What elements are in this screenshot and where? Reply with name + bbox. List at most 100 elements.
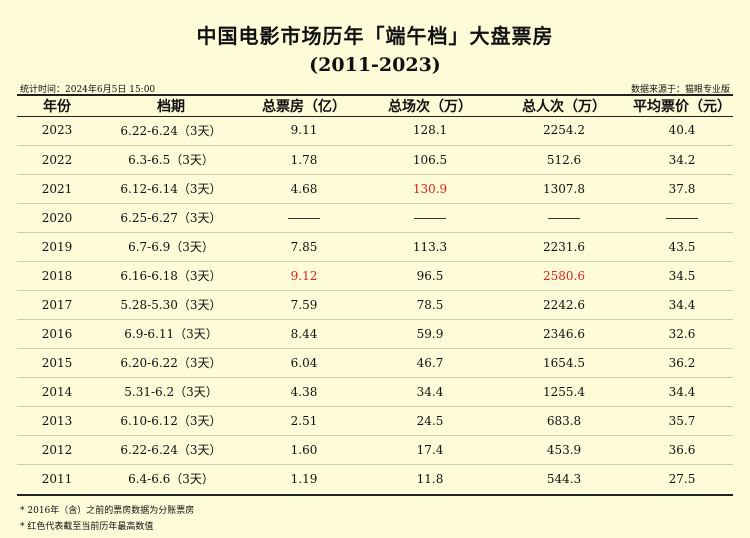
table-row: 2016 6.9-6.11（3天） 8.44 59.9 2346.6 32.6 (17, 319, 733, 349)
cell-shows: 34.4 (363, 377, 497, 407)
table-row: 2020 6.25-6.27（3天） (17, 203, 733, 233)
cell-avg-price: 34.5 (631, 261, 733, 291)
cell-avg-price: 36.6 (631, 435, 733, 465)
cell-avg-price: 36.2 (631, 348, 733, 378)
cell-box-office: 7.85 (245, 232, 363, 262)
box-office-table: 年份 档期 总票房（亿） 总场次（万） 总人次（万） 平均票价（元） 2023 6… (17, 96, 733, 493)
table-row: 2023 6.22-6.24（3天） 9.11 128.1 2254.2 40.4 (17, 116, 733, 146)
cell-shows: 128.1 (363, 116, 497, 146)
cell-period: 6.10-6.12（3天） (97, 406, 245, 436)
no-data-dash (666, 217, 698, 219)
cell-avg-price: 34.4 (631, 290, 733, 320)
cell-box-office: 7.59 (245, 290, 363, 320)
header-avg-price: 平均票价（元） (633, 99, 731, 115)
table-row: 2014 5.31-6.2（3天） 4.38 34.4 1255.4 34.4 (17, 377, 733, 407)
cell-avg-price (631, 203, 733, 233)
no-data-dash (548, 217, 580, 219)
cell-box-office: 2.51 (245, 406, 363, 436)
table-row: 2019 6.7-6.9（3天） 7.85 113.3 2231.6 43.5 (17, 232, 733, 262)
cell-period: 6.16-6.18（3天） (97, 261, 245, 291)
table-row: 2021 6.12-6.14（3天） 4.68 130.9 1307.8 37.8 (17, 174, 733, 204)
header-shows: 总场次（万） (388, 99, 472, 115)
cell-year: 2018 (17, 261, 97, 291)
table-row: 2018 6.16-6.18（3天） 9.12 96.5 2580.6 34.5 (17, 261, 733, 291)
table-header-row: 年份 档期 总票房（亿） 总场次（万） 总人次（万） 平均票价（元） (17, 96, 733, 116)
cell-period: 6.3-6.5（3天） (97, 145, 245, 175)
cell-avg-price: 40.4 (631, 116, 733, 146)
cell-year: 2011 (41, 471, 73, 486)
header-period: 档期 (157, 99, 185, 115)
cell-shows: 17.4 (363, 435, 497, 465)
cell-avg-price: 43.5 (631, 232, 733, 262)
no-data-dash (288, 217, 320, 219)
cell-period: 6.25-6.27（3天） (97, 203, 245, 233)
cell-admissions: 1654.5 (497, 348, 631, 378)
cell-avg-price: 27.5 (668, 471, 696, 486)
cell-year: 2022 (17, 145, 97, 175)
cell-period: 6.12-6.14（3天） (97, 174, 245, 204)
cell-period: 6.20-6.22（3天） (97, 348, 245, 378)
header-box-office: 总票房（亿） (262, 99, 346, 115)
cell-admissions: 1255.4 (497, 377, 631, 407)
cell-period: 5.31-6.2（3天） (97, 377, 245, 407)
cell-shows (363, 203, 497, 233)
cell-shows: 113.3 (363, 232, 497, 262)
cell-shows: 59.9 (363, 319, 497, 349)
cell-avg-price: 34.4 (631, 377, 733, 407)
cell-admissions: 2254.2 (497, 116, 631, 146)
cell-year: 2020 (17, 203, 97, 233)
cell-box-office: 9.11 (245, 116, 363, 146)
cell-shows: 78.5 (363, 290, 497, 320)
table-row: 2015 6.20-6.22（3天） 6.04 46.7 1654.5 36.2 (17, 348, 733, 378)
table-row: 2011 6.4-6.6（3天） 1.19 11.8 544.3 27.5 (17, 464, 733, 493)
cell-year: 2014 (17, 377, 97, 407)
no-data-dash (414, 217, 446, 219)
cell-year: 2012 (17, 435, 97, 465)
cell-box-office: 4.38 (245, 377, 363, 407)
cell-box-office: 1.78 (245, 145, 363, 175)
cell-period: 6.22-6.24（3天） (97, 435, 245, 465)
cell-admissions: 683.8 (497, 406, 631, 436)
table-bottom-rule (17, 494, 733, 496)
table-row: 2017 5.28-5.30（3天） 7.59 78.5 2242.6 34.4 (17, 290, 733, 320)
cell-admissions: 2580.6 (497, 261, 631, 291)
cell-admissions: 2231.6 (497, 232, 631, 262)
cell-shows: 24.5 (363, 406, 497, 436)
cell-year: 2015 (17, 348, 97, 378)
cell-admissions: 512.6 (497, 145, 631, 175)
cell-avg-price: 34.2 (631, 145, 733, 175)
cell-period: 6.9-6.11（3天） (97, 319, 245, 349)
cell-avg-price: 37.8 (631, 174, 733, 204)
table-row: 2022 6.3-6.5（3天） 1.78 106.5 512.6 34.2 (17, 145, 733, 175)
cell-admissions: 2242.6 (497, 290, 631, 320)
cell-box-office: 6.04 (245, 348, 363, 378)
cell-admissions: 544.3 (546, 471, 582, 486)
footnote-split-box-office: * 2016年（含）之前的票房数据为分账票房 (20, 506, 195, 516)
cell-shows: 11.8 (416, 471, 444, 486)
cell-box-office: 1.19 (290, 471, 318, 486)
table-row: 2012 6.22-6.24（3天） 1.60 17.4 453.9 36.6 (17, 435, 733, 465)
data-source: 数据来源于：猫眼专业版 (630, 85, 730, 95)
cell-box-office: 1.60 (245, 435, 363, 465)
cell-year: 2019 (17, 232, 97, 262)
cell-year: 2023 (17, 116, 97, 146)
cell-box-office: 8.44 (245, 319, 363, 349)
header-year: 年份 (43, 99, 71, 115)
header-admissions: 总人次（万） (522, 99, 606, 115)
table-top-rule (17, 94, 733, 96)
cell-admissions: 1307.8 (497, 174, 631, 204)
cell-period: 6.22-6.24（3天） (97, 116, 245, 146)
cell-avg-price: 35.7 (631, 406, 733, 436)
footnote-red-highlight: * 红色代表截至当前历年最高数值 (20, 522, 154, 532)
cell-admissions: 453.9 (497, 435, 631, 465)
page-title: 中国电影市场历年「端午档」大盘票房 (196, 24, 554, 48)
cell-shows: 96.5 (363, 261, 497, 291)
cell-box-office (245, 203, 363, 233)
page-subtitle: (2011-2023) (309, 54, 441, 76)
cell-period: 6.4-6.6（3天） (128, 472, 214, 487)
cell-shows: 46.7 (363, 348, 497, 378)
cell-period: 5.28-5.30（3天） (97, 290, 245, 320)
cell-year: 2021 (17, 174, 97, 204)
cell-shows: 106.5 (363, 145, 497, 175)
table-row: 2013 6.10-6.12（3天） 2.51 24.5 683.8 35.7 (17, 406, 733, 436)
